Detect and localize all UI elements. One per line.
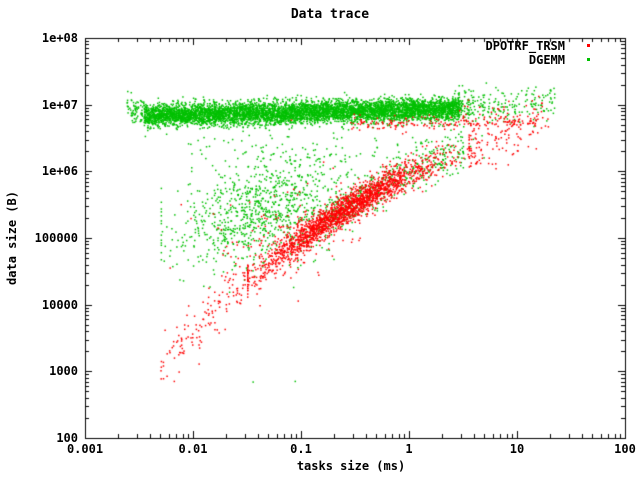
x-tick-label: 1: [405, 442, 413, 456]
y-tick-label: 100: [56, 431, 78, 445]
legend: DPOTRF_TRSM DGEMM: [485, 38, 590, 67]
x-tick-label: 0.001: [66, 442, 104, 456]
x-tick-label: 0.1: [290, 442, 312, 456]
legend-item-dgemm: DGEMM: [486, 52, 590, 67]
y-tick-label: 1e+08: [41, 31, 78, 45]
y-axis-title: data size (B): [5, 191, 19, 285]
y-tick-label: 1000: [49, 364, 78, 379]
legend-marker-dot-icon: [587, 44, 590, 47]
chart-title: Data trace: [290, 7, 370, 22]
y-tick-label: 1e+06: [41, 164, 78, 179]
y-tick-label: 10000: [41, 297, 78, 312]
legend-label: DPOTRF_TRSM: [485, 38, 565, 53]
legend-marker-dot-icon: [587, 58, 590, 61]
x-tick-label: 0.01: [178, 442, 208, 456]
legend-item-dpotrf-trsm: DPOTRF_TRSM: [485, 38, 590, 53]
x-axis-title: tasks size (ms): [296, 459, 406, 473]
y-tick-label: 1e+07: [41, 97, 78, 112]
x-tick-label: 100: [614, 442, 636, 456]
legend-label: DGEMM: [528, 52, 565, 67]
y-tick-label: 100000: [34, 231, 78, 245]
x-tick-label: 10: [509, 442, 525, 456]
